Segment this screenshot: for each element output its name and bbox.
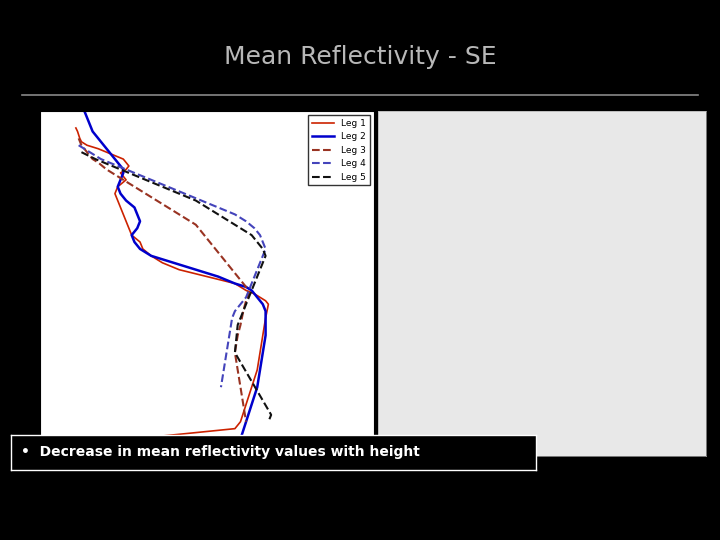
X-axis label: Reflectivity (dBZ): Reflectivity (dBZ)	[158, 481, 256, 491]
Y-axis label: Altitude (km): Altitude (km)	[3, 247, 13, 320]
Text: Mean Reflectivity - SE: Mean Reflectivity - SE	[224, 45, 496, 69]
Title: Profiles: Profiles	[180, 92, 234, 105]
Legend: Leg 1, Leg 2, Leg 3, Leg 4, Leg 5: Leg 1, Leg 2, Leg 3, Leg 4, Leg 5	[308, 115, 370, 186]
Text: •  Decrease in mean reflectivity values with height: • Decrease in mean reflectivity values w…	[22, 446, 420, 459]
